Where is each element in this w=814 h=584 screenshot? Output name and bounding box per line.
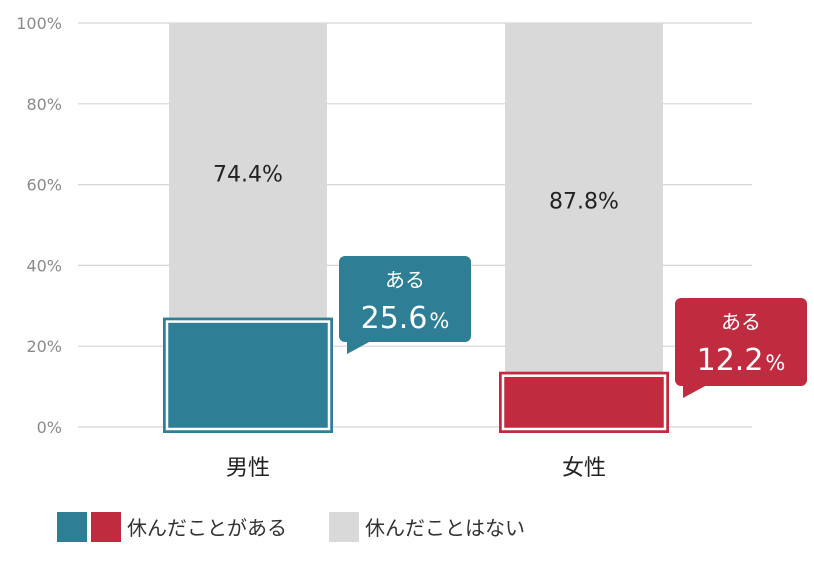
callout-number: 12.2: [697, 343, 764, 378]
y-tick-label: 100%: [16, 14, 62, 33]
callout-number: 25.6: [361, 301, 428, 336]
bar-segment-yes: [171, 325, 325, 425]
segment-labels: 74.4% 87.8%: [213, 162, 619, 214]
y-tick-label: 60%: [26, 176, 62, 195]
callout-bubble: ある 25.6%: [339, 256, 471, 354]
legend-label: 休んだことはない: [365, 516, 525, 540]
y-tick-label: 20%: [26, 337, 62, 356]
callout-value: 25.6%: [361, 301, 450, 336]
y-axis: 0% 20% 40% 60% 80% 100%: [16, 14, 62, 437]
callout-unit: %: [429, 309, 449, 333]
callout-pointer: [683, 385, 707, 398]
callout-label: ある: [385, 268, 425, 292]
callout-unit: %: [765, 351, 785, 375]
bar-segment-no: [505, 23, 663, 378]
bar-segment-yes: [507, 379, 661, 425]
bars: [163, 23, 669, 433]
callout-label: ある: [721, 310, 761, 334]
bar-segment-no: [169, 23, 327, 324]
callout-box: [339, 256, 471, 342]
callout-bubble: ある 12.2%: [675, 298, 807, 398]
legend-swatch: [91, 512, 121, 542]
callout-box: [675, 298, 807, 386]
segment-value-label: 74.4%: [213, 162, 283, 187]
y-tick-label: 0%: [37, 418, 62, 437]
bar-segment-yes-inner-border: [165, 320, 331, 431]
x-axis-categories: 男性 女性: [226, 456, 606, 481]
callout-value: 12.2%: [697, 343, 786, 378]
legend-swatch: [57, 512, 87, 542]
legend-label: 休んだことがある: [127, 516, 287, 540]
category-label: 男性: [226, 456, 270, 481]
y-tick-label: 80%: [26, 95, 62, 114]
category-label: 女性: [562, 456, 606, 481]
y-tick-label: 40%: [26, 256, 62, 275]
segment-value-label: 87.8%: [549, 189, 619, 214]
callout-pointer: [347, 341, 371, 354]
legend-swatch: [329, 512, 359, 542]
bar-segment-yes-inner-border: [501, 374, 667, 431]
legend: 休んだことがある 休んだことはない: [57, 512, 525, 542]
